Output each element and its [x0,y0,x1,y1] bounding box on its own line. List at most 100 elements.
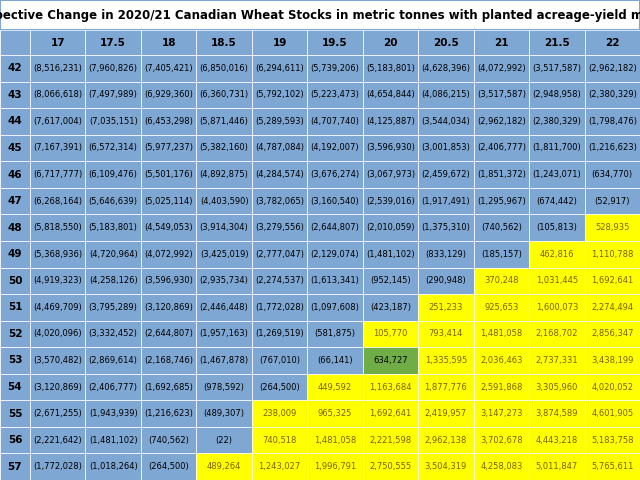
Text: (3,160,540): (3,160,540) [310,197,360,205]
Bar [0,0,640,30]
Text: (1,943,939): (1,943,939) [89,409,138,418]
Bar [30,135,86,161]
Bar [141,267,196,294]
Text: (1,851,372): (1,851,372) [477,170,526,179]
Text: (2,671,255): (2,671,255) [33,409,82,418]
Text: (5,183,801): (5,183,801) [366,64,415,73]
Text: (2,380,329): (2,380,329) [532,117,581,126]
Bar [86,294,141,321]
Text: 1,692,641: 1,692,641 [369,409,412,418]
Bar [584,400,640,427]
Text: 4,601,905: 4,601,905 [591,409,634,418]
Text: (2,380,329): (2,380,329) [588,90,637,99]
Text: (5,368,936): (5,368,936) [33,250,83,259]
Text: 793,414: 793,414 [429,329,463,338]
Text: (3,001,853): (3,001,853) [422,144,470,153]
Bar [474,347,529,374]
Bar [529,347,584,374]
Text: (5,501,176): (5,501,176) [144,170,193,179]
Bar [418,347,474,374]
Bar [30,241,86,267]
Bar [196,321,252,347]
Text: 5,183,758: 5,183,758 [591,436,634,444]
Bar [474,30,529,55]
Text: 2,591,868: 2,591,868 [480,383,522,392]
Text: 3,305,960: 3,305,960 [536,383,578,392]
Text: 3,147,273: 3,147,273 [480,409,523,418]
Bar [86,347,141,374]
Bar [474,374,529,400]
Bar [474,188,529,215]
Bar [363,30,418,55]
Bar [196,161,252,188]
Text: (3,676,274): (3,676,274) [310,170,360,179]
Text: (833,129): (833,129) [426,250,467,259]
Text: (2,446,448): (2,446,448) [200,303,248,312]
Bar [196,294,252,321]
Text: (5,871,446): (5,871,446) [200,117,248,126]
Bar [474,454,529,480]
Bar [86,215,141,241]
Bar [0,400,30,427]
Bar [307,321,363,347]
Text: (1,613,341): (1,613,341) [310,276,360,285]
Text: (5,382,160): (5,382,160) [200,144,248,153]
Bar [307,188,363,215]
Bar [196,400,252,427]
Bar [529,454,584,480]
Text: (290,948): (290,948) [426,276,467,285]
Text: (7,167,391): (7,167,391) [33,144,82,153]
Bar [141,374,196,400]
Bar [252,30,307,55]
Bar [0,188,30,215]
Text: (4,892,875): (4,892,875) [200,170,248,179]
Bar [363,294,418,321]
Bar [0,215,30,241]
Text: 3,874,589: 3,874,589 [536,409,578,418]
Text: 20.5: 20.5 [433,37,459,48]
Bar [196,188,252,215]
Bar [141,55,196,82]
Bar [252,241,307,267]
Bar [86,454,141,480]
Bar [252,161,307,188]
Text: (1,467,878): (1,467,878) [200,356,249,365]
Text: (5,223,473): (5,223,473) [310,90,360,99]
Bar [141,347,196,374]
Text: 105,770: 105,770 [373,329,408,338]
Bar [363,427,418,454]
Bar [30,374,86,400]
Bar [363,135,418,161]
Bar [529,400,584,427]
Bar [584,454,640,480]
Text: (2,777,047): (2,777,047) [255,250,304,259]
Bar [529,267,584,294]
Text: (3,795,289): (3,795,289) [89,303,138,312]
Text: 3,504,319: 3,504,319 [425,462,467,471]
Bar [252,267,307,294]
Text: 55: 55 [8,408,22,419]
Bar [363,188,418,215]
Text: 43: 43 [8,90,22,100]
Text: (4,469,709): (4,469,709) [33,303,82,312]
Text: (3,544,034): (3,544,034) [422,117,470,126]
Text: (1,811,700): (1,811,700) [532,144,581,153]
Bar [418,55,474,82]
Bar [584,374,640,400]
Text: 2,737,331: 2,737,331 [536,356,578,365]
Text: (740,562): (740,562) [481,223,522,232]
Bar [86,30,141,55]
Text: (4,192,007): (4,192,007) [310,144,359,153]
Bar [252,108,307,135]
Bar [529,108,584,135]
Bar [584,347,640,374]
Text: (740,562): (740,562) [148,436,189,444]
Text: 1,481,058: 1,481,058 [480,329,522,338]
Text: 42: 42 [8,63,22,73]
Text: Prospective Change in 2020/21 Canadian Wheat Stocks in metric tonnes with plante: Prospective Change in 2020/21 Canadian W… [0,9,640,22]
Text: 1,243,027: 1,243,027 [259,462,301,471]
Bar [252,188,307,215]
Text: 2,036,463: 2,036,463 [480,356,523,365]
Text: 18.5: 18.5 [211,37,237,48]
Bar [86,321,141,347]
